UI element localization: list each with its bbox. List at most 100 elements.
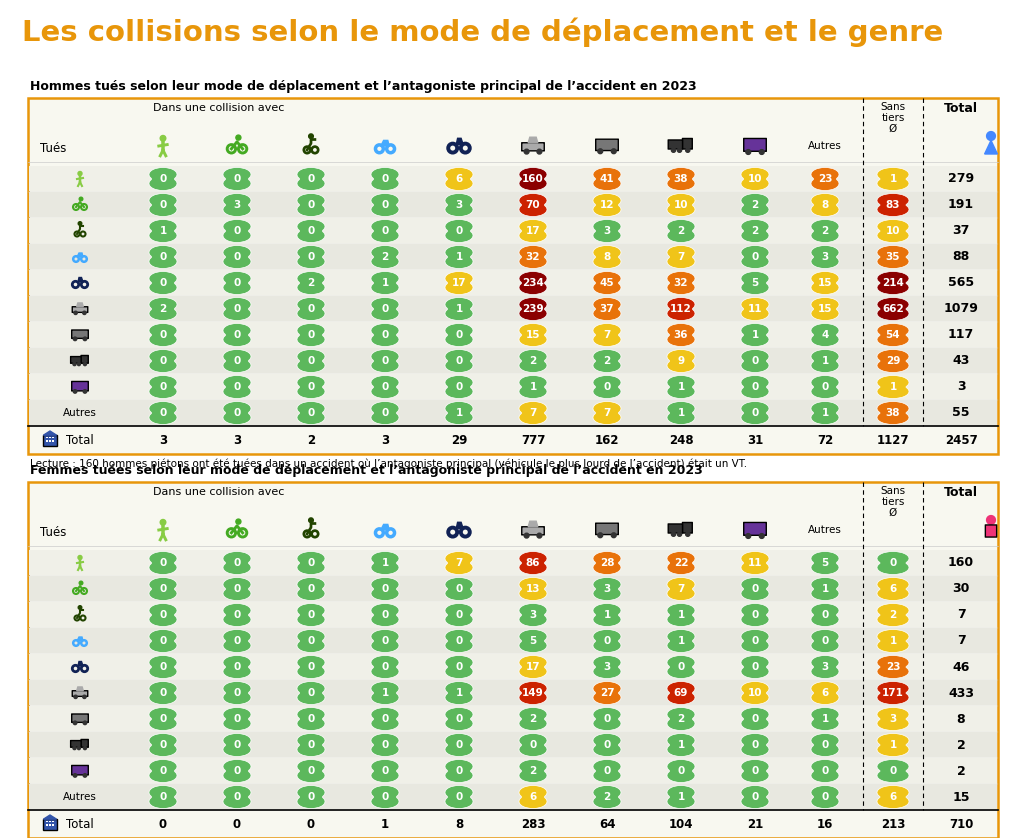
Ellipse shape — [811, 375, 839, 390]
Ellipse shape — [371, 246, 399, 260]
Ellipse shape — [811, 401, 839, 416]
Text: 7: 7 — [529, 408, 537, 418]
Circle shape — [537, 533, 542, 538]
Ellipse shape — [741, 359, 769, 373]
Ellipse shape — [297, 194, 325, 208]
Ellipse shape — [596, 200, 618, 210]
Ellipse shape — [814, 252, 837, 262]
Ellipse shape — [522, 200, 544, 210]
Ellipse shape — [374, 408, 396, 418]
Ellipse shape — [811, 785, 839, 799]
Ellipse shape — [445, 307, 473, 320]
Ellipse shape — [519, 272, 547, 286]
Text: 38: 38 — [674, 174, 688, 184]
Ellipse shape — [667, 177, 695, 190]
Ellipse shape — [445, 733, 473, 747]
Ellipse shape — [447, 382, 470, 392]
Ellipse shape — [150, 349, 177, 364]
Text: 0: 0 — [307, 252, 314, 262]
Circle shape — [73, 363, 76, 365]
Ellipse shape — [374, 174, 396, 184]
Ellipse shape — [223, 333, 251, 346]
Ellipse shape — [741, 203, 769, 216]
Text: 10: 10 — [674, 200, 688, 210]
Ellipse shape — [150, 551, 177, 566]
Ellipse shape — [593, 768, 621, 783]
Ellipse shape — [297, 551, 325, 566]
Ellipse shape — [593, 759, 621, 773]
Ellipse shape — [519, 385, 547, 399]
Ellipse shape — [877, 603, 909, 618]
Ellipse shape — [741, 742, 769, 757]
Ellipse shape — [877, 194, 909, 208]
Text: 37: 37 — [600, 304, 614, 314]
Ellipse shape — [150, 603, 177, 618]
Ellipse shape — [741, 349, 769, 364]
Polygon shape — [43, 431, 56, 435]
Text: 0: 0 — [821, 610, 828, 620]
Ellipse shape — [445, 691, 473, 705]
Text: 0: 0 — [381, 408, 389, 418]
Ellipse shape — [152, 174, 174, 184]
Ellipse shape — [371, 307, 399, 320]
Ellipse shape — [811, 691, 839, 705]
Ellipse shape — [596, 278, 618, 288]
Ellipse shape — [226, 200, 248, 210]
Text: 1: 1 — [821, 714, 828, 724]
Ellipse shape — [811, 794, 839, 809]
Ellipse shape — [300, 330, 323, 340]
Ellipse shape — [811, 577, 839, 592]
Ellipse shape — [670, 408, 692, 418]
Ellipse shape — [741, 246, 769, 260]
Text: 565: 565 — [948, 277, 974, 289]
Ellipse shape — [877, 349, 909, 364]
Ellipse shape — [667, 561, 695, 575]
Ellipse shape — [741, 639, 769, 653]
Text: 0: 0 — [381, 714, 389, 724]
Ellipse shape — [811, 203, 839, 216]
Ellipse shape — [877, 229, 909, 242]
Circle shape — [686, 532, 690, 536]
Text: 0: 0 — [752, 636, 759, 646]
Ellipse shape — [877, 613, 909, 627]
Ellipse shape — [670, 330, 692, 340]
Circle shape — [308, 518, 313, 523]
Ellipse shape — [881, 688, 906, 698]
Ellipse shape — [877, 681, 909, 696]
Text: 0: 0 — [456, 766, 463, 776]
Ellipse shape — [223, 603, 251, 618]
Ellipse shape — [593, 577, 621, 592]
Text: 29: 29 — [451, 433, 467, 447]
Ellipse shape — [371, 359, 399, 373]
Text: 171: 171 — [882, 688, 904, 698]
Text: Total: Total — [66, 433, 94, 447]
Text: 17: 17 — [525, 662, 541, 672]
Text: 69: 69 — [674, 688, 688, 698]
Bar — [29, 628, 997, 653]
Polygon shape — [528, 521, 538, 527]
Ellipse shape — [881, 330, 906, 340]
Ellipse shape — [371, 297, 399, 312]
Ellipse shape — [445, 603, 473, 618]
Ellipse shape — [519, 691, 547, 705]
Ellipse shape — [667, 375, 695, 390]
Ellipse shape — [814, 558, 837, 568]
Ellipse shape — [297, 655, 325, 670]
Text: 17: 17 — [525, 226, 541, 236]
Ellipse shape — [877, 733, 909, 747]
Text: 35: 35 — [886, 252, 900, 262]
Ellipse shape — [743, 636, 766, 646]
Ellipse shape — [150, 194, 177, 208]
Ellipse shape — [374, 382, 396, 392]
Ellipse shape — [877, 768, 909, 783]
Text: 0: 0 — [233, 792, 241, 802]
Ellipse shape — [374, 356, 396, 366]
Ellipse shape — [297, 333, 325, 346]
Text: Les collisions selon le mode de déplacement et le genre: Les collisions selon le mode de déplacem… — [22, 18, 943, 48]
Ellipse shape — [519, 561, 547, 575]
Circle shape — [678, 148, 682, 153]
Ellipse shape — [741, 768, 769, 783]
Ellipse shape — [297, 220, 325, 234]
Ellipse shape — [150, 359, 177, 373]
Ellipse shape — [150, 255, 177, 268]
